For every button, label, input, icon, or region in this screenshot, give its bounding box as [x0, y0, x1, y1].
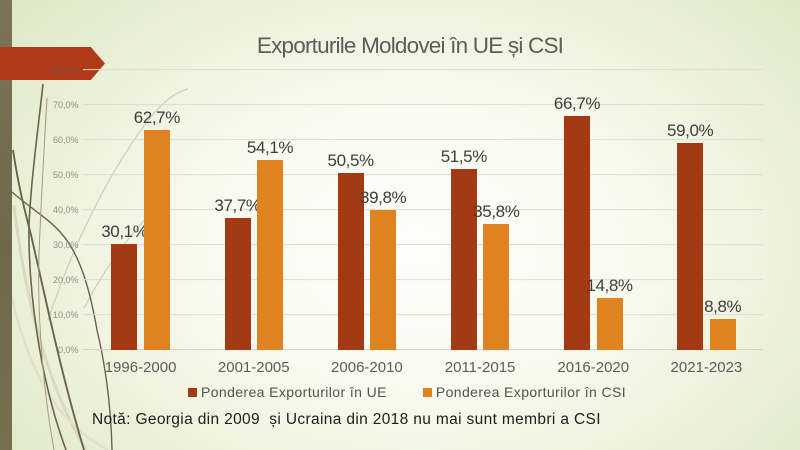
- bar-csi-1996-2000: [143, 130, 170, 350]
- y-axis-tick-label: 10,0%: [52, 309, 79, 320]
- footnote: Notă: Georgia din 2009 și Ucraina din 20…: [92, 411, 601, 428]
- legend-label-ue: Ponderea Exporturilor în UE: [200, 384, 387, 400]
- data-label: 14,8%: [586, 275, 633, 295]
- data-label: 62,7%: [133, 108, 181, 128]
- data-label: 54,1%: [246, 138, 294, 158]
- chart-legend: Ponderea Exporturilor în UE Ponderea Exp…: [7, 384, 800, 400]
- bar-ue-1996-2000: [111, 244, 138, 350]
- category-label: 2016-2020: [557, 359, 630, 376]
- y-axis-tick-label: 30,0%: [52, 239, 79, 250]
- legend-item-csi: Ponderea Exporturilor în CSI: [422, 384, 627, 400]
- y-axis-tick-label: 40,0%: [52, 204, 79, 215]
- left-stripe-decoration: [0, 0, 12, 450]
- data-label: 8,8%: [704, 296, 742, 316]
- slide-title: Exporturile Moldovei în UE și CSI: [256, 33, 564, 58]
- y-axis-tick-label: 50,0%: [52, 169, 79, 180]
- data-label: 30,1%: [101, 222, 148, 242]
- bar-csi-2021-2023: [709, 318, 736, 350]
- category-label: 2021-2023: [670, 359, 743, 376]
- data-label: 35,8%: [473, 202, 520, 222]
- data-label: 39,8%: [360, 188, 407, 208]
- arrow-decoration: [0, 47, 105, 80]
- bar-csi-2006-2010: [370, 210, 397, 350]
- y-axis-tick-label: 0,0%: [57, 344, 79, 355]
- y-axis-tick-label: 20,0%: [52, 274, 79, 285]
- legend-swatch-ue: [187, 387, 197, 397]
- bar-ue-2001-2005: [224, 217, 251, 350]
- bar-ue-2021-2023: [677, 143, 704, 350]
- data-label: 37,7%: [214, 195, 261, 215]
- category-label: 1996-2000: [104, 359, 177, 376]
- legend-item-ue: Ponderea Exporturilor în UE: [187, 384, 387, 400]
- bar-csi-2001-2005: [257, 160, 283, 350]
- legend-swatch-csi: [422, 387, 432, 397]
- category-label: 2011-2015: [444, 359, 516, 376]
- y-axis-tick-label: 80,0%: [52, 64, 79, 75]
- data-label: 50,5%: [327, 150, 375, 170]
- category-label: 2006-2010: [331, 359, 403, 376]
- bar-ue-2016-2020: [564, 116, 590, 350]
- y-axis-tick-label: 70,0%: [52, 99, 79, 110]
- bar-ue-2006-2010: [337, 172, 364, 350]
- category-label: 2001-2005: [217, 359, 290, 376]
- data-label: 59,0%: [667, 121, 714, 141]
- bar-csi-2016-2020: [596, 297, 623, 350]
- y-axis-tick-label: 60,0%: [52, 134, 79, 145]
- data-label: 51,5%: [440, 147, 488, 167]
- bar-csi-2011-2015: [483, 224, 510, 350]
- bar-ue-2011-2015: [450, 169, 477, 350]
- legend-label-csi: Ponderea Exporturilor în CSI: [435, 384, 627, 400]
- data-label: 66,7%: [553, 94, 601, 114]
